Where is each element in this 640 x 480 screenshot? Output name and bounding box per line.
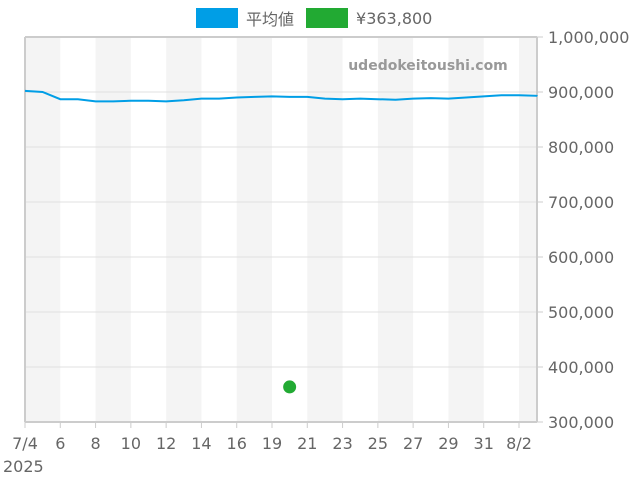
y-tick-label: 500,000 xyxy=(548,303,614,322)
legend-label-price: ¥363,800 xyxy=(356,8,433,28)
x-tick-label: 16 xyxy=(227,434,247,453)
x-tick-label: 21 xyxy=(297,434,317,453)
x-tick-label: 23 xyxy=(332,434,352,453)
x-tick-label: 25 xyxy=(368,434,388,453)
x-tick-label: 29 xyxy=(438,434,458,453)
x-tick-label: 31 xyxy=(474,434,494,453)
y-tick-label: 300,000 xyxy=(548,413,614,432)
x-axis-ticks: 7/4 6 8 10 12 14 16 19 21 23 25 27 29 31 8/2 2025 xyxy=(3,422,532,476)
plot-frame xyxy=(24,36,538,423)
legend-label-average: 平均値 xyxy=(246,10,295,29)
x-tick-label: 7/4 xyxy=(12,434,38,453)
x-tick-label: 14 xyxy=(191,434,211,453)
x-tick-label: 8/2 xyxy=(506,434,532,453)
legend-item-average[interactable]: 平均値 xyxy=(196,6,294,30)
x-axis-year-label: 2025 xyxy=(3,457,44,476)
x-tick-label: 12 xyxy=(156,434,176,453)
y-axis-ticks: 1,000,000 900,000 800,000 700,000 600,000 500… xyxy=(537,28,629,432)
x-tick-label: 8 xyxy=(90,434,100,453)
legend-swatch-price xyxy=(306,8,349,28)
legend-item-price[interactable]: ¥363,800 xyxy=(306,8,432,28)
y-tick-label: 900,000 xyxy=(548,83,614,102)
y-tick-label: 800,000 xyxy=(548,138,614,157)
y-tick-label: 1,000,000 xyxy=(548,28,629,47)
watermark: udedokeitoushi.com xyxy=(348,58,508,74)
y-tick-label: 400,000 xyxy=(548,358,614,377)
legend-swatch-average xyxy=(196,8,238,28)
x-tick-label: 27 xyxy=(403,434,423,453)
y-tick-label: 700,000 xyxy=(548,193,614,212)
x-tick-label: 19 xyxy=(262,434,282,453)
x-tick-label: 10 xyxy=(121,434,141,453)
average-price-line xyxy=(24,89,538,103)
y-tick-label: 600,000 xyxy=(548,248,614,267)
price-points xyxy=(283,380,297,394)
price-point[interactable] xyxy=(283,380,297,394)
x-tick-label: 6 xyxy=(55,434,65,453)
background-bands xyxy=(25,37,537,422)
legend: 平均値 ¥363,800 xyxy=(196,7,444,29)
